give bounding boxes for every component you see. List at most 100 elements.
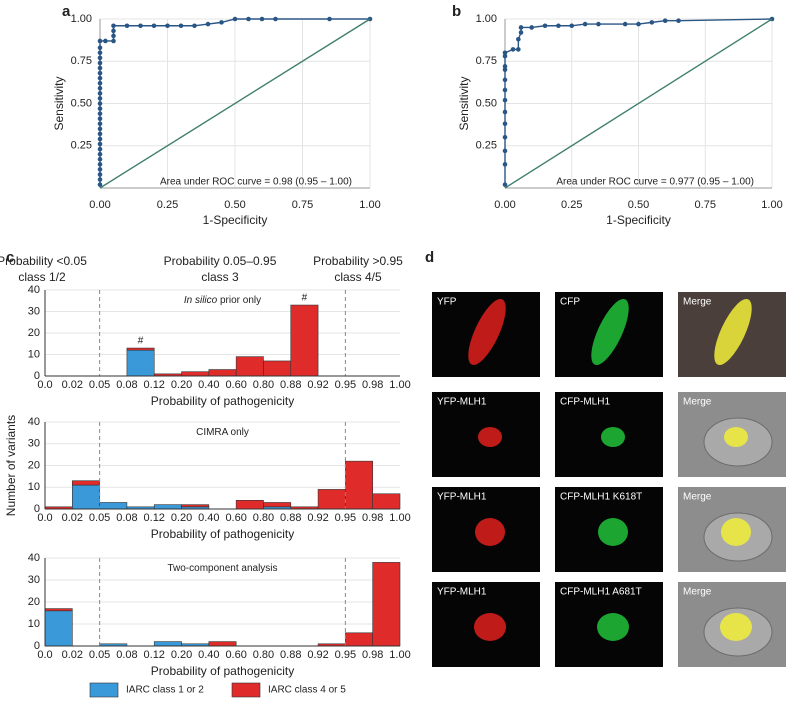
point [178, 23, 184, 29]
point [97, 45, 103, 51]
subtitle-italic: In silico [184, 295, 218, 306]
nucleus [721, 518, 751, 546]
point [649, 20, 655, 25]
bar [372, 562, 401, 647]
micrograph-label: YFP-MLH1 [437, 492, 487, 503]
y-tick-label: 30 [28, 438, 40, 450]
nucleus [591, 298, 629, 366]
point [516, 36, 521, 42]
y-tick-label: 1.00 [71, 13, 92, 25]
y-tick-label: 20 [28, 596, 40, 608]
y-axis-label: Sensitivity [457, 76, 471, 130]
point [502, 162, 508, 167]
point [97, 126, 103, 132]
micrograph-label: Merge [683, 297, 712, 308]
point [502, 97, 508, 103]
x-axis-label: 1-Specificity [203, 213, 268, 227]
point [219, 20, 224, 25]
point [97, 151, 103, 157]
point [97, 156, 103, 162]
annotation: Area under ROC curve = 0.977 (0.95 – 1.0… [556, 177, 754, 188]
micrograph-label: CFP-MLH1 K618T [560, 492, 642, 503]
point [246, 16, 251, 22]
point [636, 21, 641, 27]
nucleus [720, 613, 752, 641]
point [97, 106, 103, 111]
nucleus [714, 298, 752, 366]
bar [208, 369, 237, 377]
bar [153, 641, 182, 647]
point [502, 50, 508, 56]
x-tick-label: 0.0 [37, 649, 52, 661]
point [97, 70, 103, 76]
bar [99, 502, 128, 510]
x-tick-label: 1.00 [389, 649, 410, 661]
x-tick-label: 0.02 [62, 649, 83, 661]
point [662, 18, 668, 23]
x-tick-label: 1.00 [389, 512, 410, 524]
x-tick-label: 0.60 [225, 649, 246, 661]
y-tick-label: 40 [28, 552, 40, 564]
bar [263, 502, 292, 508]
x-tick-label: 0.12 [144, 379, 165, 391]
point [556, 23, 561, 29]
y-tick-label: 10 [28, 481, 40, 493]
point [516, 47, 521, 52]
x-tick-label: 0.60 [225, 512, 246, 524]
bar [372, 493, 401, 510]
y-tick-label: 0.75 [71, 55, 92, 67]
region-header: class 1/2 [18, 270, 66, 284]
nucleus [468, 298, 506, 366]
subtitle: Two-component analysis [167, 563, 277, 574]
point [97, 121, 103, 127]
nucleus [598, 518, 628, 546]
x-tick-label: 0.95 [335, 649, 356, 661]
point [97, 182, 103, 187]
point [151, 23, 157, 29]
x-tick-label: 0.98 [362, 649, 383, 661]
x-tick-label: 0.88 [280, 379, 301, 391]
point [582, 21, 588, 27]
micrograph-label: YFP-MLH1 [437, 397, 487, 408]
x-tick-label: 0.88 [280, 512, 301, 524]
point [502, 121, 508, 127]
point [124, 23, 130, 29]
bar [44, 608, 73, 612]
nucleus [597, 613, 629, 641]
point [97, 75, 103, 81]
point [97, 101, 103, 106]
point [97, 60, 103, 66]
point [97, 162, 103, 167]
point [111, 23, 116, 29]
subtitle-text: Two-component analysis [167, 563, 277, 574]
x-tick-label: 0.00 [494, 199, 515, 211]
micrograph-label: CFP-MLH1 A681T [560, 587, 642, 598]
x-tick-label: 0.98 [362, 512, 383, 524]
point [97, 172, 103, 177]
bar [126, 347, 155, 351]
region-header: class 3 [201, 270, 239, 284]
point [327, 16, 332, 22]
x-tick-label: 0.00 [89, 199, 110, 211]
x-tick-label: 0.08 [116, 512, 137, 524]
y-tick-label: 30 [28, 305, 40, 317]
point [97, 85, 103, 91]
x-tick-label: 0.40 [198, 512, 219, 524]
micrograph-label: Merge [683, 397, 712, 408]
x-tick-label: 0.98 [362, 379, 383, 391]
y-tick-label: 0.50 [476, 97, 497, 109]
point [518, 25, 524, 30]
region-header: class 4/5 [334, 270, 382, 284]
subtitle: CIMRA only [196, 427, 249, 438]
point [97, 116, 103, 122]
bar [235, 499, 264, 510]
x-tick-label: 0.50 [628, 199, 649, 211]
point [97, 131, 103, 137]
point [502, 87, 508, 93]
point [676, 18, 681, 23]
panel-label: c [6, 249, 14, 266]
x-tick-label: 0.20 [171, 649, 192, 661]
x-tick-label: 0.20 [171, 379, 192, 391]
y-tick-label: 40 [28, 416, 40, 428]
